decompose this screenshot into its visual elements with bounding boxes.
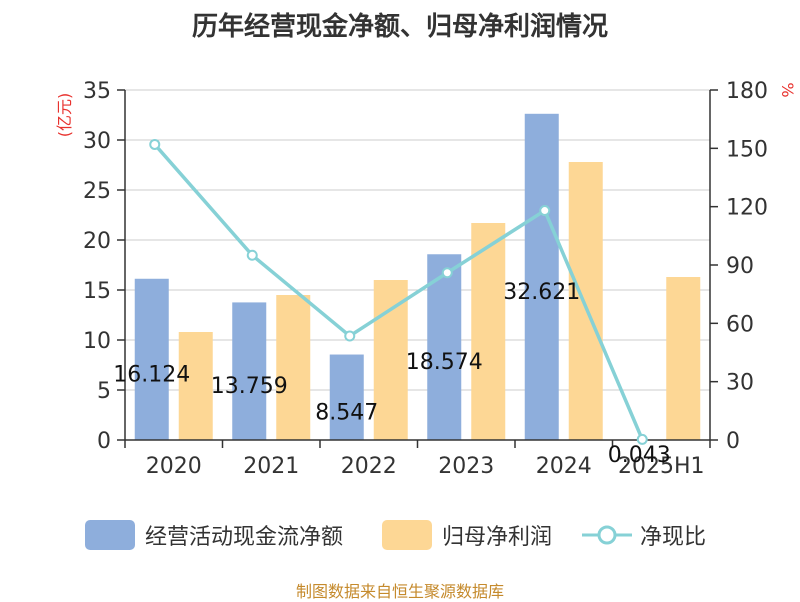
left-axis-tick-label: 25 — [83, 179, 111, 204]
right-axis-tick-label: 0 — [726, 429, 740, 454]
point-cash-ratio — [443, 268, 452, 277]
left-axis-tick-label: 10 — [83, 329, 111, 354]
x-axis-category-label: 2024 — [536, 454, 592, 479]
right-axis-tick-label: 150 — [726, 137, 768, 162]
right-axis-tick-label: 90 — [726, 254, 754, 279]
legend-item-net-profit[interactable]: 归母净利润 — [382, 515, 552, 555]
legend-swatch-cash-ratio — [582, 520, 632, 550]
data-label-operating-cash-flow: 8.547 — [315, 400, 378, 425]
point-cash-ratio — [248, 251, 257, 260]
point-cash-ratio — [345, 331, 354, 340]
right-axis-tick-label: 180 — [726, 79, 768, 104]
bar-net-profit — [276, 295, 310, 440]
legend-label-operating-cash-flow: 经营活动现金流净额 — [145, 519, 343, 551]
legend-label-net-profit: 归母净利润 — [442, 519, 552, 551]
data-label-operating-cash-flow: 18.574 — [406, 350, 483, 375]
right-axis-tick-label: 30 — [726, 371, 754, 396]
source-note: 制图数据来自恒生聚源数据库 — [0, 578, 800, 602]
left-axis-tick-label: 5 — [97, 379, 111, 404]
bar-operating-cash-flow — [135, 279, 169, 440]
legend-swatch-operating-cash-flow — [85, 520, 135, 550]
bar-operating-cash-flow — [232, 302, 266, 440]
bar-operating-cash-flow — [330, 355, 364, 440]
point-cash-ratio — [540, 206, 549, 215]
left-axis-tick-label: 15 — [83, 279, 111, 304]
legend: 经营活动现金流净额 归母净利润 净现比 — [0, 515, 800, 555]
data-label-operating-cash-flow: 0.043 — [608, 443, 671, 468]
right-axis-tick-label: 120 — [726, 196, 768, 221]
data-label-operating-cash-flow: 32.621 — [503, 280, 580, 305]
bar-net-profit — [374, 280, 408, 440]
point-cash-ratio — [150, 140, 159, 149]
data-label-operating-cash-flow: 16.124 — [113, 362, 190, 387]
left-axis-unit: (亿元) — [55, 93, 74, 138]
legend-item-operating-cash-flow[interactable]: 经营活动现金流净额 — [85, 515, 343, 555]
right-axis-tick-label: 60 — [726, 312, 754, 337]
legend-label-cash-ratio: 净现比 — [640, 519, 706, 551]
left-axis-tick-label: 30 — [83, 129, 111, 154]
left-axis-tick-label: 0 — [97, 429, 111, 454]
data-label-operating-cash-flow: 13.759 — [211, 374, 288, 399]
left-axis-tick-label: 35 — [83, 79, 111, 104]
bar-operating-cash-flow — [525, 114, 559, 440]
x-axis-category-label: 2022 — [341, 454, 397, 479]
legend-swatch-net-profit — [382, 520, 432, 550]
x-axis-category-label: 2023 — [438, 454, 494, 479]
legend-item-cash-ratio[interactable]: 净现比 — [582, 515, 706, 555]
x-axis-category-label: 2021 — [243, 454, 299, 479]
left-axis-tick-label: 20 — [83, 229, 111, 254]
x-axis-category-label: 2020 — [146, 454, 202, 479]
right-axis-unit: % — [778, 82, 797, 97]
bar-net-profit — [666, 277, 700, 440]
